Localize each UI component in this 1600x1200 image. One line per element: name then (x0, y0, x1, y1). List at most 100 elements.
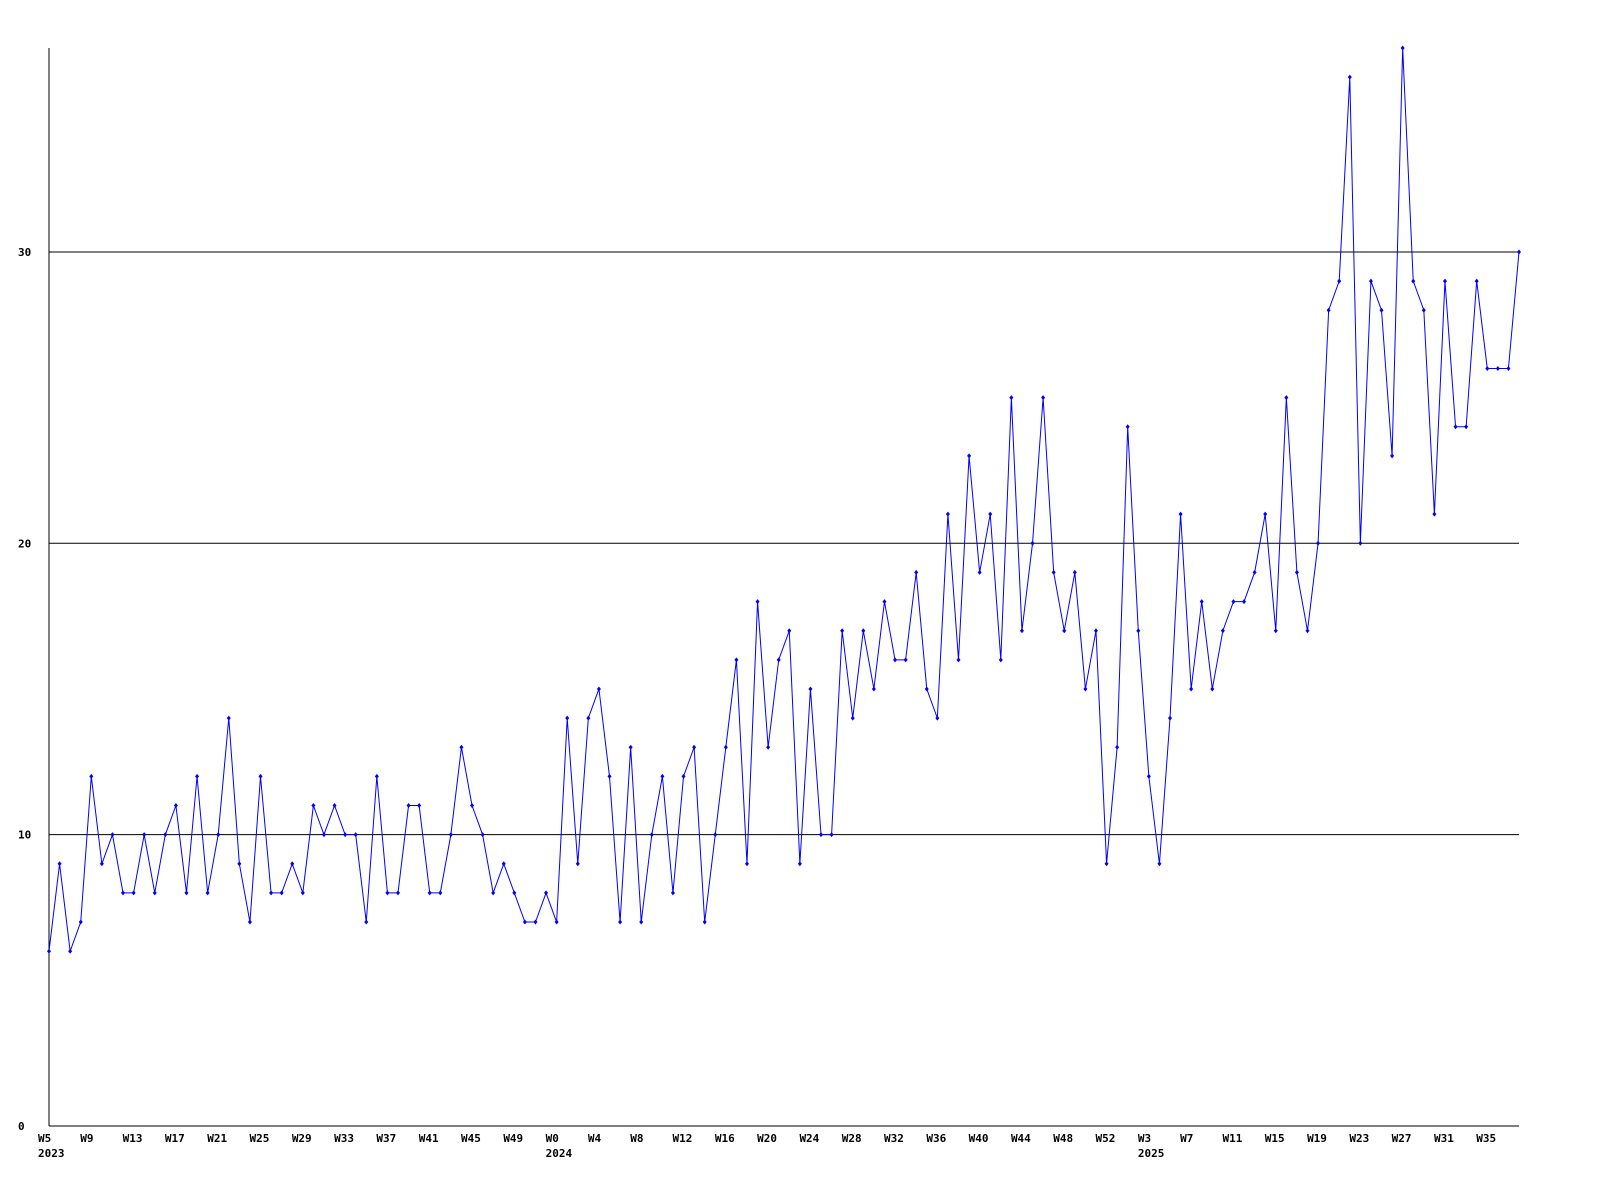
x-tick-label: W15 (1265, 1132, 1285, 1145)
x-year-label: 2025 (1138, 1147, 1165, 1160)
point-marker (1231, 599, 1236, 605)
point-marker (1093, 628, 1098, 634)
point-marker (184, 890, 189, 896)
point-marker (1041, 395, 1046, 401)
point-marker (998, 657, 1003, 663)
y-tick-label: 30 (18, 246, 31, 259)
point-marker (702, 919, 707, 925)
x-tick-label: W12 (673, 1132, 693, 1145)
x-tick-label: W0 (546, 1132, 559, 1145)
point-marker (459, 744, 464, 750)
point-marker (967, 453, 972, 459)
point-marker (1072, 569, 1077, 575)
point-marker (1411, 278, 1416, 284)
point-marker (744, 861, 749, 867)
point-marker (343, 832, 348, 838)
x-year-label: 2023 (38, 1147, 65, 1160)
y-tick-label: 20 (18, 537, 31, 550)
point-marker (755, 599, 760, 605)
point-marker (374, 773, 379, 779)
x-tick-label: W29 (292, 1132, 312, 1145)
point-marker (681, 773, 686, 779)
point-marker (501, 861, 506, 867)
point-marker (893, 657, 898, 663)
point-marker (269, 890, 274, 896)
point-marker (1189, 686, 1194, 692)
point-marker (670, 890, 675, 896)
point-marker (713, 832, 718, 838)
point-marker (195, 773, 200, 779)
point-marker (1273, 628, 1278, 634)
point-marker (797, 861, 802, 867)
point-marker (956, 657, 961, 663)
point-marker (142, 832, 147, 838)
point-marker (1421, 307, 1426, 313)
point-marker (1316, 540, 1321, 546)
point-marker (89, 773, 94, 779)
point-marker (1442, 278, 1447, 284)
point-marker (660, 773, 665, 779)
point-marker (1326, 307, 1331, 313)
point-marker (544, 890, 549, 896)
x-tick-label: W33 (334, 1132, 354, 1145)
point-marker (649, 832, 654, 838)
point-marker (808, 686, 813, 692)
point-marker (1432, 511, 1437, 517)
point-marker (533, 919, 538, 925)
point-marker (1390, 453, 1395, 459)
point-marker (787, 628, 792, 634)
point-marker (385, 890, 390, 896)
point-marker (1220, 628, 1225, 634)
x-tick-label: W41 (419, 1132, 439, 1145)
x-tick-label: W37 (376, 1132, 396, 1145)
x-tick-label: W16 (715, 1132, 735, 1145)
point-marker (618, 919, 623, 925)
point-marker (163, 832, 168, 838)
x-tick-label: W4 (588, 1132, 602, 1145)
point-marker (977, 569, 982, 575)
point-marker (121, 890, 126, 896)
point-marker (734, 657, 739, 663)
point-marker (522, 919, 527, 925)
point-marker (321, 832, 326, 838)
point-marker (586, 715, 591, 721)
point-marker (1242, 599, 1247, 605)
point-marker (131, 890, 136, 896)
x-tick-label: W44 (1011, 1132, 1031, 1145)
point-marker (1464, 424, 1469, 430)
point-marker (1517, 249, 1521, 255)
point-marker (395, 890, 400, 896)
x-tick-label: W45 (461, 1132, 481, 1145)
x-tick-label: W17 (165, 1132, 185, 1145)
x-tick-label: W11 (1222, 1132, 1242, 1145)
point-marker (47, 948, 51, 954)
point-marker (1368, 278, 1373, 284)
point-marker (258, 773, 263, 779)
point-marker (882, 599, 887, 605)
point-marker (279, 890, 284, 896)
x-tick-label: W9 (80, 1132, 93, 1145)
point-marker (1495, 365, 1500, 371)
point-marker (945, 511, 950, 517)
point-marker (850, 715, 855, 721)
point-marker (639, 919, 644, 925)
point-marker (226, 715, 231, 721)
point-marker (364, 919, 369, 925)
x-tick-label: W7 (1180, 1132, 1193, 1145)
x-tick-label: W19 (1307, 1132, 1327, 1145)
point-marker (1199, 599, 1204, 605)
x-tick-label: W35 (1476, 1132, 1496, 1145)
point-marker (205, 890, 210, 896)
point-marker (512, 890, 517, 896)
point-marker (110, 832, 115, 838)
point-marker (1210, 686, 1215, 692)
point-marker (596, 686, 601, 692)
point-marker (216, 832, 221, 838)
point-marker (1178, 511, 1183, 517)
point-marker (332, 803, 337, 809)
x-tick-label: W24 (799, 1132, 819, 1145)
x-tick-label: W3 (1138, 1132, 1151, 1145)
point-marker (1305, 628, 1310, 634)
x-tick-label: W21 (207, 1132, 227, 1145)
